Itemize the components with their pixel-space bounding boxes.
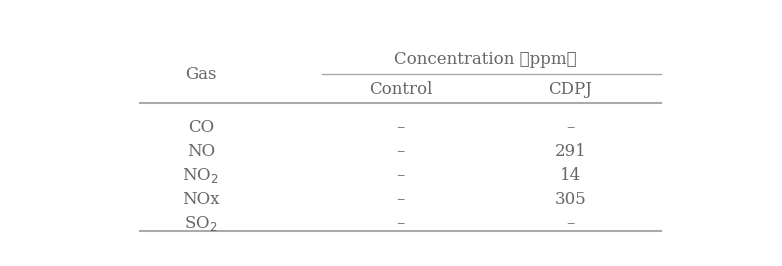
Text: CDPJ: CDPJ — [548, 81, 593, 98]
Text: 305: 305 — [554, 191, 586, 208]
Text: SO$_2$: SO$_2$ — [184, 214, 217, 233]
Text: 291: 291 — [554, 143, 586, 160]
Text: CO: CO — [188, 119, 213, 136]
Text: Control: Control — [369, 81, 432, 98]
Text: –: – — [396, 167, 405, 184]
Text: Concentration （ppm）: Concentration （ppm） — [394, 51, 577, 68]
Text: Gas: Gas — [185, 66, 217, 83]
Text: –: – — [566, 119, 575, 136]
Text: –: – — [396, 143, 405, 160]
Text: 14: 14 — [560, 167, 581, 184]
Text: –: – — [396, 215, 405, 232]
Text: –: – — [396, 191, 405, 208]
Text: NO: NO — [187, 143, 215, 160]
Text: –: – — [396, 119, 405, 136]
Text: NOx: NOx — [182, 191, 220, 208]
Text: NO$_2$: NO$_2$ — [182, 166, 219, 185]
Text: –: – — [566, 215, 575, 232]
